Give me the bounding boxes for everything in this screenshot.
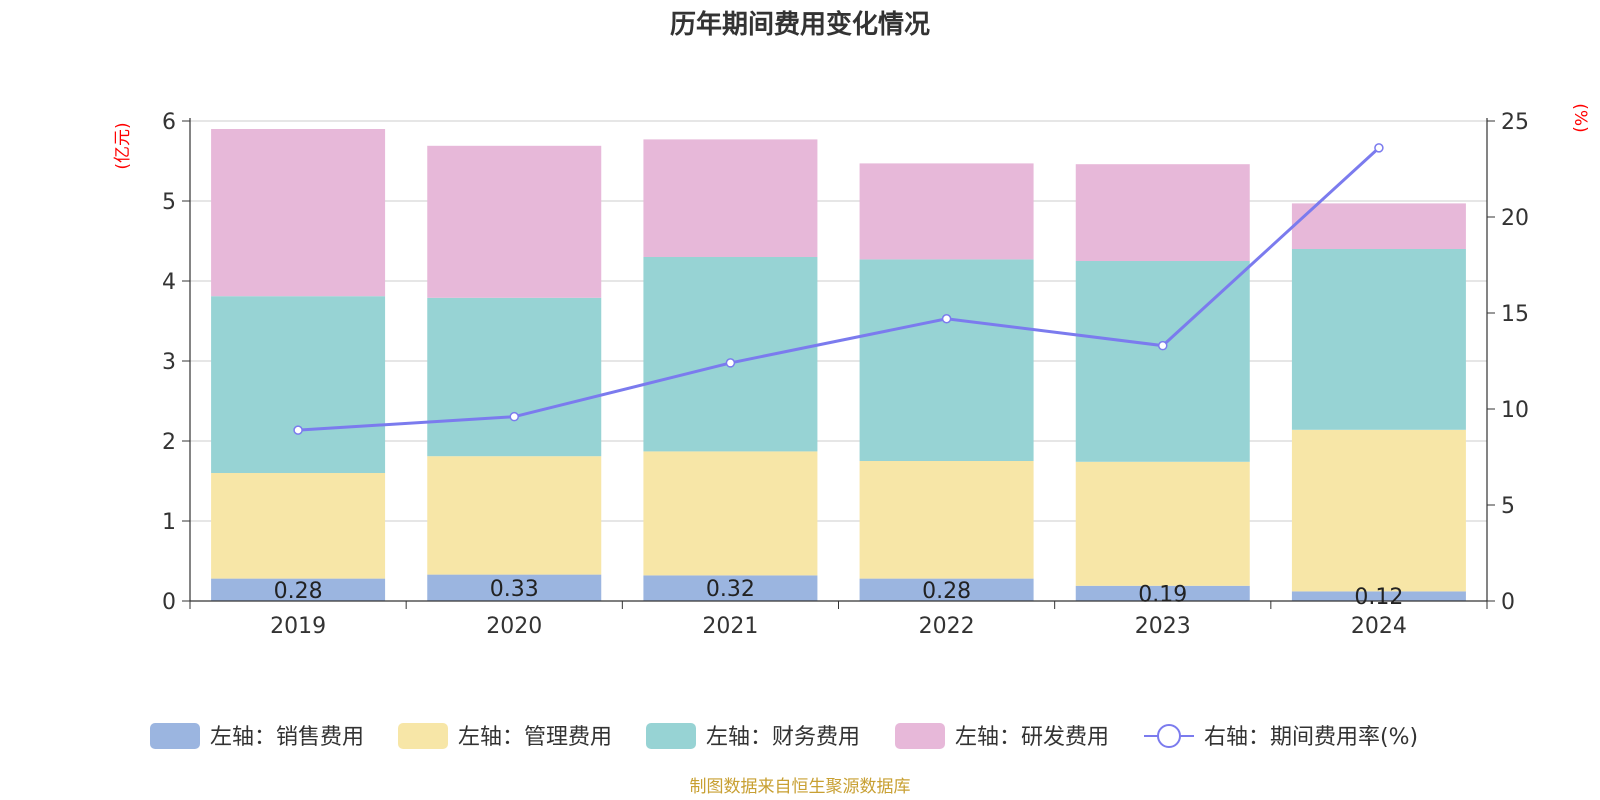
rate-point: [1158, 340, 1168, 351]
right-tick-label: 15: [1501, 302, 1529, 327]
bar-segment-3: [643, 257, 818, 452]
rate-line: [293, 143, 1384, 435]
bar-segment-3: [427, 297, 602, 457]
bar-segment-4: [859, 163, 1034, 260]
bar-segment-1: [1075, 585, 1250, 601]
bar-segment-3: [1291, 249, 1466, 430]
legend-label: 左轴：销售费用: [210, 725, 364, 750]
left-tick-label: 6: [162, 110, 176, 135]
right-axis-unit: (%): [1570, 103, 1590, 132]
legend-swatch: [398, 723, 448, 749]
legend-label: 左轴：研发费用: [955, 725, 1109, 750]
left-tick-label: 1: [162, 510, 176, 535]
bar-segment-2: [643, 451, 818, 576]
legend-label: 右轴：期间费用率(%): [1204, 725, 1418, 750]
left-tick-label: 0: [162, 590, 176, 615]
legend: 左轴：销售费用 左轴：管理费用 左轴：财务费用 左轴：研发费用 右轴：期间费用率(%): [150, 723, 1418, 750]
left-tick-label: 5: [162, 190, 176, 215]
right-tick-label: 0: [1501, 590, 1515, 615]
source-note: 制图数据来自恒生聚源数据库: [690, 777, 911, 797]
right-tick-label: 20: [1501, 206, 1529, 231]
bar-segment-1: [859, 578, 1034, 601]
legend-swatch-marker: [1157, 724, 1181, 748]
rate-point: [509, 411, 519, 422]
x-tick-label: 2020: [486, 614, 542, 639]
data-label: 0.19: [1138, 582, 1187, 607]
rate-point: [1374, 143, 1384, 153]
right-tick-label: 10: [1501, 398, 1529, 423]
bar-segment-3: [859, 259, 1034, 461]
bar-segment-1: [1291, 591, 1466, 601]
x-tick-label: 2024: [1351, 614, 1407, 639]
bar-segment-4: [211, 129, 386, 297]
right-tick-label: 25: [1501, 110, 1529, 135]
bar-segment-1: [427, 574, 602, 601]
bar-segment-3: [211, 296, 386, 473]
data-label: 0.33: [490, 577, 539, 602]
rate-point: [941, 314, 952, 324]
bar-segment-2: [427, 456, 602, 575]
axes: 0 1 2 3 4 5 6 0 5 10 15 20 25 2019 2020 2021 2022 2023 202…: [162, 110, 1529, 639]
x-tick-label: 2023: [1135, 614, 1191, 639]
bar-segment-4: [1291, 203, 1466, 249]
bar-segment-1: [643, 575, 818, 601]
bar-segment-2: [1291, 429, 1466, 592]
left-axis-unit: (亿元): [113, 122, 133, 169]
right-tick-label: 5: [1501, 494, 1515, 519]
rate-line-path: [297, 146, 1380, 432]
gridlines: [190, 120, 1487, 522]
rate-point: [293, 425, 303, 435]
bar-segment-4: [1075, 164, 1250, 261]
bar-segment-4: [643, 139, 818, 257]
legend-swatch: [895, 723, 945, 749]
bars: [211, 129, 1466, 601]
rate-point: [725, 358, 736, 368]
left-tick-label: 4: [162, 270, 176, 295]
legend-swatch: [150, 723, 200, 749]
bar-segment-4: [427, 145, 602, 298]
legend-label: 左轴：管理费用: [458, 725, 612, 750]
x-tick-label: 2019: [270, 614, 326, 639]
legend-label: 左轴：财务费用: [706, 725, 860, 750]
bar-segment-2: [1075, 461, 1250, 586]
data-labels: 0.28 0.33 0.32 0.28 0.19 0.12: [274, 577, 1404, 610]
left-tick-label: 3: [162, 350, 176, 375]
chart-title: 历年期间费用变化情况: [670, 9, 930, 40]
legend-swatch: [646, 723, 696, 749]
data-label: 0.28: [922, 579, 971, 604]
bar-segment-2: [211, 473, 386, 579]
x-tick-label: 2022: [919, 614, 975, 639]
data-label: 0.32: [706, 577, 755, 602]
left-tick-label: 2: [162, 430, 176, 455]
data-label: 0.28: [274, 579, 323, 604]
bar-segment-1: [211, 578, 386, 601]
data-label: 0.12: [1354, 585, 1403, 610]
x-tick-label: 2021: [702, 614, 758, 639]
bar-segment-2: [859, 461, 1034, 579]
